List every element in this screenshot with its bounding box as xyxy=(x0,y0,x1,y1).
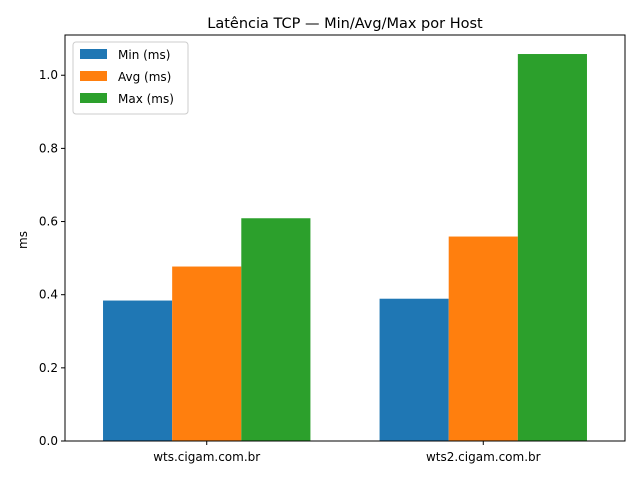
x-tick-label: wts2.cigam.com.br xyxy=(426,450,541,464)
x-ticks-group: wts.cigam.com.br wts2.cigam.com.br xyxy=(153,441,541,464)
legend-swatch xyxy=(80,49,107,59)
legend: Min (ms) Avg (ms) Max (ms) xyxy=(72,41,189,115)
legend-label: Avg (ms) xyxy=(118,70,171,84)
y-tick-label: 1.0 xyxy=(39,68,58,82)
y-tick-label: 0.8 xyxy=(39,141,58,155)
legend-label: Min (ms) xyxy=(118,48,170,62)
chart-title: Latência TCP — Min/Avg/Max por Host xyxy=(207,16,483,32)
legend-label: Max (ms) xyxy=(118,92,174,106)
bar-2-2 xyxy=(448,236,518,441)
x-tick-label: wts.cigam.com.br xyxy=(153,450,260,464)
y-ticks-group: 0.0 0.2 0.4 0.6 0.8 1.0 xyxy=(39,68,65,448)
legend-swatch xyxy=(80,71,107,81)
plot-frame xyxy=(64,34,626,442)
y-tick-label: 0.0 xyxy=(39,434,58,448)
bar-1-1 xyxy=(103,300,173,441)
legend-swatch xyxy=(80,93,107,103)
bar-1-2 xyxy=(379,298,449,441)
y-tick-label: 0.6 xyxy=(39,215,58,229)
bar-2-1 xyxy=(172,266,242,441)
y-axis-label: ms xyxy=(16,231,30,249)
bars-group xyxy=(103,54,587,441)
y-tick-label: 0.2 xyxy=(39,361,58,375)
y-tick-label: 0.4 xyxy=(39,288,58,302)
bar-3-1 xyxy=(241,218,311,441)
bar-3-2 xyxy=(517,54,587,441)
